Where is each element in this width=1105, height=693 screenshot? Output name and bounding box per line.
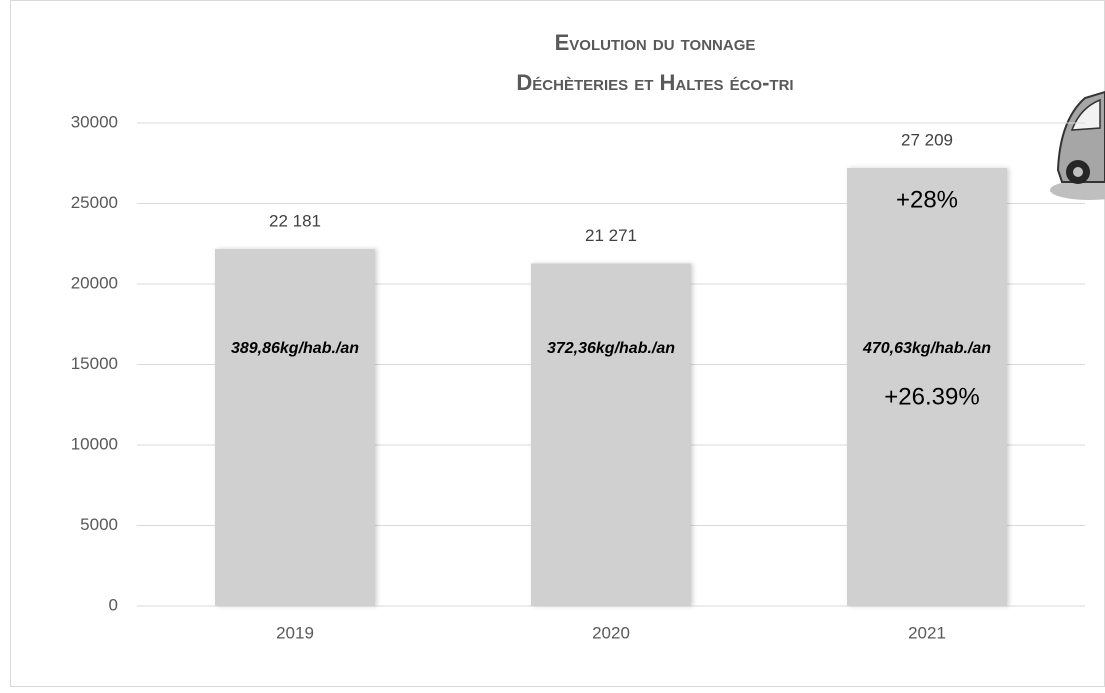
value-label: 27 209 xyxy=(901,130,953,149)
y-tick-label: 0 xyxy=(109,595,118,614)
y-tick-label: 5000 xyxy=(80,515,118,534)
y-tick-label: 30000 xyxy=(71,112,118,131)
bar-note: 470,63kg/hab./an xyxy=(862,340,991,357)
y-tick-label: 25000 xyxy=(71,193,118,212)
annotation: +28% xyxy=(896,186,958,213)
y-tick-label: 20000 xyxy=(71,273,118,292)
x-tick-label: 2021 xyxy=(908,623,946,642)
bar xyxy=(847,167,1007,606)
bar-note: 389,86kg/hab./an xyxy=(231,340,359,357)
x-tick-label: 2020 xyxy=(592,623,630,642)
bar xyxy=(215,248,375,606)
bar-note: 372,36kg/hab./an xyxy=(547,340,675,357)
car-icon xyxy=(1050,90,1105,200)
y-tick-label: 15000 xyxy=(71,354,118,373)
annotation: +26.39% xyxy=(884,383,979,410)
y-tick-label: 10000 xyxy=(71,434,118,453)
value-label: 22 181 xyxy=(269,211,321,230)
chart-subtitle: Déchèteries et Haltes éco-tri xyxy=(516,70,793,95)
chart-title: Evolution du tonnage xyxy=(555,30,756,55)
value-label: 21 271 xyxy=(585,226,637,245)
x-tick-label: 2019 xyxy=(276,623,314,642)
bar xyxy=(531,263,691,606)
